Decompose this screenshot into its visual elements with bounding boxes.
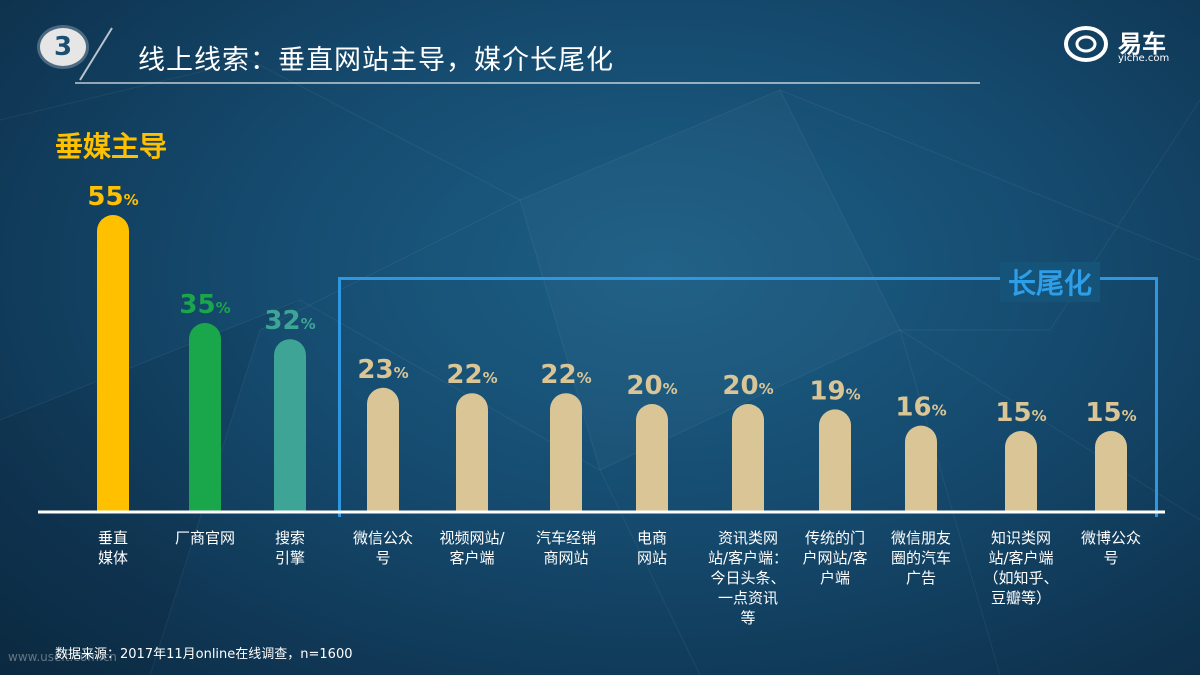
category-label-9: 微信朋友 圈的汽车 广告	[890, 529, 951, 587]
value-label-8: 19%	[809, 376, 860, 406]
value-label-11: 15%	[1085, 398, 1136, 428]
bar-3	[367, 387, 399, 512]
title-underline	[75, 82, 980, 84]
long-tail-bracket	[338, 277, 1158, 517]
yiche-logo-icon	[1064, 26, 1108, 62]
value-label-9: 16%	[895, 393, 946, 423]
value-label-10: 15%	[995, 398, 1046, 428]
bar-6	[636, 404, 668, 512]
category-label-4: 视频网站/ 客户端	[439, 529, 505, 567]
category-label-2: 搜索 引擎	[274, 529, 305, 567]
category-label-6: 电商 网站	[636, 529, 667, 567]
value-label-6: 20%	[626, 371, 677, 401]
bar-11	[1095, 431, 1127, 512]
value-label-0: 55%	[87, 182, 138, 212]
category-label-0: 垂直 媒体	[97, 529, 128, 567]
bar-10	[1005, 431, 1037, 512]
category-label-3: 微信公众 号	[352, 529, 413, 567]
value-label-3: 23%	[357, 355, 408, 385]
value-label-4: 22%	[446, 360, 497, 390]
bar-0	[97, 215, 129, 512]
bar-9	[905, 425, 937, 512]
bar-7	[732, 404, 764, 512]
value-label-5: 22%	[540, 360, 591, 390]
value-label-7: 20%	[722, 371, 773, 401]
tail-annotation: 长尾化	[1000, 262, 1101, 302]
value-label-2: 32%	[264, 306, 315, 336]
header: 3 线上线索：垂直网站主导，媒介长尾化 易车 yiche.com	[0, 0, 1200, 90]
category-label-8: 传统的门 户网站/客 户端	[802, 529, 868, 587]
logo-text: 易车	[1118, 30, 1166, 58]
bar-4	[456, 393, 488, 512]
category-label-7: 资讯类网 站/客户端： 今日头条、 一点资讯 等	[707, 529, 789, 627]
page-title: 线上线索：垂直网站主导，媒介长尾化	[138, 45, 614, 76]
bar-2	[274, 339, 306, 512]
value-label-1: 35%	[179, 290, 230, 320]
category-label-5: 汽车经销 商网站	[535, 529, 596, 567]
slash-divider	[79, 27, 113, 81]
bar-1	[189, 323, 221, 512]
category-label-10: 知识类网 站/客户端 （如知乎、 豆瓣等）	[983, 529, 1059, 607]
category-label-11: 微博公众 号	[1080, 529, 1141, 567]
data-source-footnote: 数据来源：2017年11月online在线调查，n=1600	[55, 647, 353, 662]
head-annotation: 垂媒主导	[55, 130, 168, 163]
bar-8	[819, 409, 851, 512]
section-number-badge: 3	[40, 28, 86, 66]
category-label-1: 厂商官网	[174, 529, 235, 547]
logo-url: yiche.com	[1118, 53, 1170, 64]
watermark: www.useit.com.cn	[8, 650, 117, 664]
bar-5	[550, 393, 582, 512]
